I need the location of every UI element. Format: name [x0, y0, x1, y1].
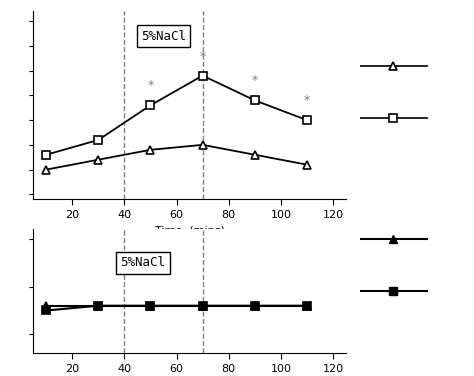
Text: 5%NaCl: 5%NaCl — [120, 256, 165, 269]
Text: *: * — [147, 79, 154, 92]
Text: *: * — [200, 50, 206, 63]
X-axis label: Time  (mins): Time (mins) — [155, 225, 225, 235]
Text: *: * — [304, 94, 310, 107]
Text: 5%NaCl: 5%NaCl — [141, 30, 186, 42]
Text: *: * — [252, 74, 258, 88]
